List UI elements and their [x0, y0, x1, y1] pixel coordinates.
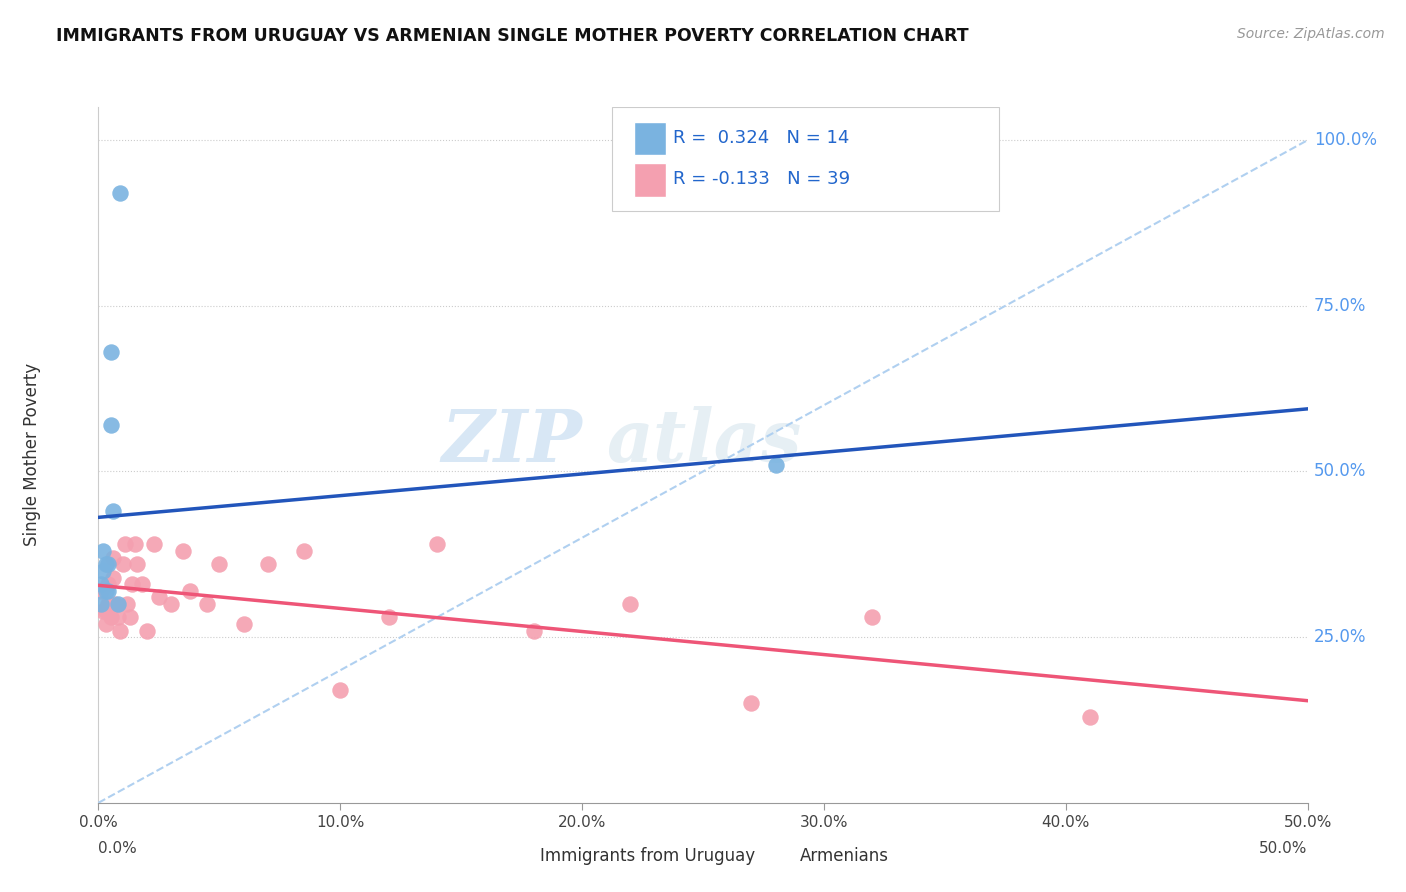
Point — [100, 610, 122, 624]
Point — [160, 597, 183, 611]
Point — [117, 597, 139, 611]
Text: ZIP: ZIP — [441, 406, 582, 476]
Point — [329, 683, 352, 698]
Point — [860, 610, 883, 624]
Point — [377, 610, 399, 624]
Point — [127, 558, 149, 572]
Point — [101, 550, 124, 565]
Point — [111, 558, 134, 572]
Point — [101, 570, 124, 584]
Point — [118, 610, 141, 624]
Text: IMMIGRANTS FROM URUGUAY VS ARMENIAN SINGLE MOTHER POVERTY CORRELATION CHART: IMMIGRANTS FROM URUGUAY VS ARMENIAN SING… — [56, 27, 969, 45]
Point — [91, 564, 114, 578]
Text: R =  0.324   N = 14: R = 0.324 N = 14 — [672, 128, 849, 146]
Point — [765, 458, 787, 472]
Point — [740, 697, 762, 711]
FancyBboxPatch shape — [768, 843, 796, 867]
Text: 0.0%: 0.0% — [98, 841, 138, 856]
Point — [90, 577, 112, 591]
Point — [90, 597, 112, 611]
Point — [114, 537, 136, 551]
Point — [208, 558, 231, 572]
Text: 100.0%: 100.0% — [1313, 131, 1376, 149]
Point — [101, 504, 124, 518]
Point — [100, 345, 122, 359]
FancyBboxPatch shape — [634, 122, 665, 155]
Point — [135, 624, 157, 638]
Point — [90, 583, 112, 598]
Point — [172, 544, 194, 558]
Point — [91, 544, 114, 558]
Text: Immigrants from Uruguay: Immigrants from Uruguay — [540, 847, 755, 864]
Point — [94, 616, 117, 631]
Point — [523, 624, 546, 638]
Point — [143, 537, 166, 551]
Text: 25.0%: 25.0% — [1313, 628, 1367, 646]
Point — [91, 604, 114, 618]
Point — [94, 558, 117, 572]
Text: Source: ZipAtlas.com: Source: ZipAtlas.com — [1237, 27, 1385, 41]
Text: 50.0%: 50.0% — [1313, 462, 1367, 481]
Point — [1078, 709, 1101, 723]
Point — [148, 591, 170, 605]
Point — [94, 604, 117, 618]
Text: Armenians: Armenians — [800, 847, 889, 864]
Point — [256, 558, 278, 572]
Text: 75.0%: 75.0% — [1313, 297, 1367, 315]
Point — [97, 558, 120, 572]
Point — [97, 597, 120, 611]
Point — [124, 537, 146, 551]
Point — [232, 616, 254, 631]
Point — [97, 583, 120, 598]
Point — [131, 577, 153, 591]
Text: 50.0%: 50.0% — [1260, 841, 1308, 856]
Point — [107, 610, 129, 624]
FancyBboxPatch shape — [508, 843, 536, 867]
Point — [107, 597, 129, 611]
FancyBboxPatch shape — [612, 107, 1000, 211]
Text: Single Mother Poverty: Single Mother Poverty — [22, 363, 41, 547]
Point — [426, 537, 449, 551]
Text: atlas: atlas — [606, 406, 801, 476]
Point — [108, 624, 131, 638]
Text: R = -0.133   N = 39: R = -0.133 N = 39 — [672, 170, 849, 188]
Point — [97, 577, 120, 591]
Point — [108, 186, 131, 201]
Point — [121, 577, 143, 591]
Point — [292, 544, 315, 558]
Point — [100, 418, 122, 433]
Point — [195, 597, 218, 611]
Point — [94, 583, 117, 598]
Point — [179, 583, 201, 598]
Point — [104, 597, 127, 611]
FancyBboxPatch shape — [634, 163, 665, 197]
Point — [619, 597, 641, 611]
